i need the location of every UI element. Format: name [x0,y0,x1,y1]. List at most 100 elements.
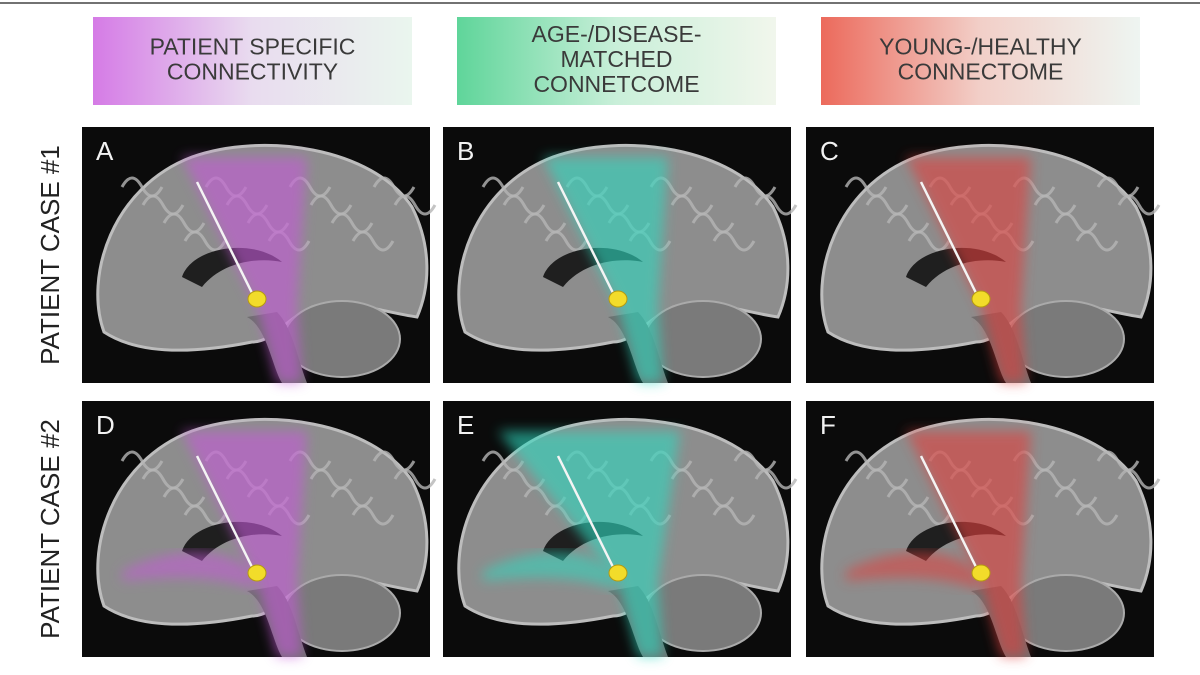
electrode [919,455,980,572]
gyrus [733,176,777,198]
brain-panel: E [443,401,798,657]
gyrus [865,468,909,490]
panel-letter: D [96,410,115,440]
fiber-tract [122,552,257,591]
gyrus [844,450,888,472]
gyrus [844,176,888,198]
header-text: AGE-/DISEASE- [532,21,702,47]
cerebellum [1007,300,1125,378]
gyrus [1075,504,1119,526]
stimulation-target [247,290,267,308]
gyrus [351,230,395,252]
stimulation-target [608,290,628,308]
cerebellum [1007,574,1125,652]
gyrus [141,468,185,490]
fiber-tract [846,552,981,591]
gyrus [162,486,206,508]
brain-panel: D [82,401,437,657]
panel-letter: C [820,136,839,166]
header-text: MATCHED [560,46,672,72]
gyrus [754,194,798,216]
gyrus [481,176,525,198]
electrode [556,181,617,298]
brain-panel: C [806,127,1161,383]
gyrus [183,504,227,526]
gyrus [670,194,714,216]
gyrus [309,468,353,490]
gyrus [1117,194,1161,216]
gyrus [502,194,546,216]
gyrus [120,176,164,198]
gyrus [1054,486,1098,508]
fiber-tract [498,431,680,657]
gyrus [372,450,416,472]
gyrus [330,486,374,508]
brain-panel: F [806,401,1161,657]
cerebellum [644,300,762,378]
brain-panel: A [82,127,437,383]
cerebellum [283,574,401,652]
gyrus [865,194,909,216]
gyrus [372,176,416,198]
stimulation-target [971,564,991,582]
gyrus [120,450,164,472]
gyrus [886,212,930,234]
gyrus [733,450,777,472]
header-text: YOUNG-/HEALTHY [879,34,1082,60]
gyrus [351,504,395,526]
header-text: PATIENT SPECIFIC [150,34,356,60]
electrode [195,181,256,298]
gyrus [691,486,735,508]
gyrus [1096,450,1140,472]
gyrus [1033,468,1077,490]
panel-letter: F [820,410,836,440]
gyrus [502,468,546,490]
stimulation-target [608,564,628,582]
gyrus [1096,176,1140,198]
header-text: CONNETCOME [533,71,699,97]
cerebellum [644,574,762,652]
gyrus [1054,212,1098,234]
header-text: CONNECTOME [898,59,1064,85]
gyrus [309,194,353,216]
panel-letter: E [457,410,474,440]
fiber-tract [483,552,618,591]
gyrus [670,468,714,490]
gyrus [183,230,227,252]
gyrus [330,212,374,234]
stimulation-target [971,290,991,308]
cerebellum [283,300,401,378]
panel-letter: B [457,136,474,166]
panel-letter: A [96,136,114,166]
header-box [93,17,412,105]
electrode [556,455,617,572]
row-label: PATIENT CASE #2 [35,419,65,639]
gyrus [712,504,756,526]
gyrus [393,468,437,490]
gyrus [907,230,951,252]
brain-panel: B [443,127,798,383]
gyrus [1075,230,1119,252]
gyrus [1117,468,1161,490]
gyrus [393,194,437,216]
header-box [457,17,776,105]
gyrus [1033,194,1077,216]
header-box [821,17,1140,105]
gyrus [712,230,756,252]
gyrus [141,194,185,216]
gyrus [886,486,930,508]
gyrus [523,212,567,234]
gyrus [691,212,735,234]
electrode [195,455,256,572]
stimulation-target [247,564,267,582]
gyrus [481,450,525,472]
gyrus [162,212,206,234]
electrode [919,181,980,298]
header-text: CONNECTIVITY [167,59,338,85]
gyrus [544,230,588,252]
row-label: PATIENT CASE #1 [35,145,65,365]
